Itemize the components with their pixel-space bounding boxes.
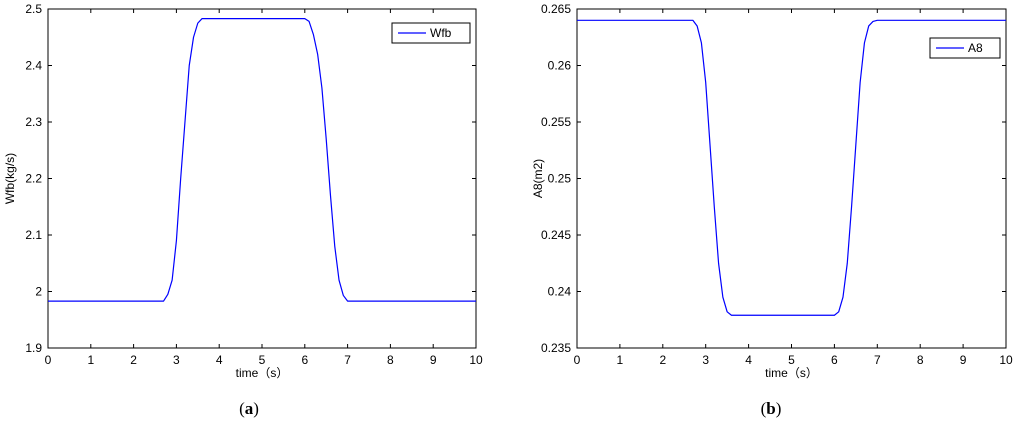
- y-tick-label: 0.24: [548, 285, 572, 299]
- figure-caption: (a): [239, 399, 259, 418]
- x-tick-label: 9: [430, 353, 437, 367]
- y-tick-label: 0.25: [548, 172, 572, 186]
- legend-box: [929, 37, 1001, 59]
- x-tick-label: 3: [173, 353, 180, 367]
- y-axis-label: Wfb(kg/s): [3, 153, 17, 204]
- chart-svg-a: 0 1 2 3 4 5 6 7 8 9 10 1.9 2 2.1 2.2 2.3 2.4 2.5 time（s） Wf…: [3, 2, 483, 418]
- y-tick-label: 2.3: [25, 115, 42, 129]
- chart-panel-a: 0 1 2 3 4 5 6 7 8 9 10 1.9 2 2.1 2.2 2.3 2.4 2.5 time（s） Wf…: [3, 2, 483, 418]
- x-tick-label: 5: [788, 353, 795, 367]
- x-tick-label: 0: [45, 353, 52, 367]
- x-tick-label: 10: [469, 353, 483, 367]
- series-line-wfb: [48, 18, 476, 302]
- x-tick-label: 6: [831, 353, 838, 367]
- x-tick-label: 6: [301, 353, 308, 367]
- x-tick-label: 7: [344, 353, 351, 367]
- y-tick-label: 0.265: [541, 2, 571, 16]
- y-tick-label: 2.4: [25, 59, 42, 73]
- y-tick-label: 2.5: [25, 2, 42, 16]
- series-line-a8: [577, 19, 1006, 316]
- y-tick-label: 0.255: [541, 115, 571, 129]
- x-tick-label: 0: [574, 353, 581, 367]
- plot-frame: [576, 8, 1007, 349]
- x-tick-label: 10: [999, 353, 1013, 367]
- y-tick-label: 2.2: [25, 172, 42, 186]
- x-tick-label: 1: [87, 353, 94, 367]
- chart-svg-b: 0 1 2 3 4 5 6 7 8 9 10 0.235 0.24 0.245 0.25 0.255 0.26 0…: [531, 2, 1013, 418]
- x-tick-label: 2: [130, 353, 137, 367]
- x-tick-label: 9: [960, 353, 967, 367]
- x-tick-label: 3: [702, 353, 709, 367]
- x-tick-label: 4: [216, 353, 223, 367]
- x-tick-label: 8: [387, 353, 394, 367]
- y-tick-label: 2: [35, 285, 42, 299]
- x-tick-label: 2: [659, 353, 666, 367]
- x-tick-label: 7: [874, 353, 881, 367]
- legend-label: A8: [968, 41, 983, 55]
- plot-frame: [47, 8, 477, 349]
- x-tick-label: 5: [259, 353, 266, 367]
- x-axis-label: time（s）: [765, 366, 818, 380]
- x-axis-label: time（s）: [236, 366, 289, 380]
- y-tick-label: 2.1: [25, 228, 42, 242]
- figure-caption: (b): [761, 399, 782, 418]
- chart-panel-b: 0 1 2 3 4 5 6 7 8 9 10 0.235 0.24 0.245 0.25 0.255 0.26 0…: [512, 0, 1024, 422]
- x-tick-label: 4: [745, 353, 752, 367]
- legend-label: Wfb: [430, 26, 452, 40]
- y-tick-label: 0.26: [548, 59, 572, 73]
- x-tick-label: 1: [617, 353, 624, 367]
- legend-box: [391, 22, 471, 44]
- y-tick-label: 0.235: [541, 341, 571, 355]
- y-tick-label: 0.245: [541, 228, 571, 242]
- y-axis-label: A8(m2): [531, 159, 545, 198]
- y-tick-label: 1.9: [25, 341, 42, 355]
- x-tick-label: 8: [917, 353, 924, 367]
